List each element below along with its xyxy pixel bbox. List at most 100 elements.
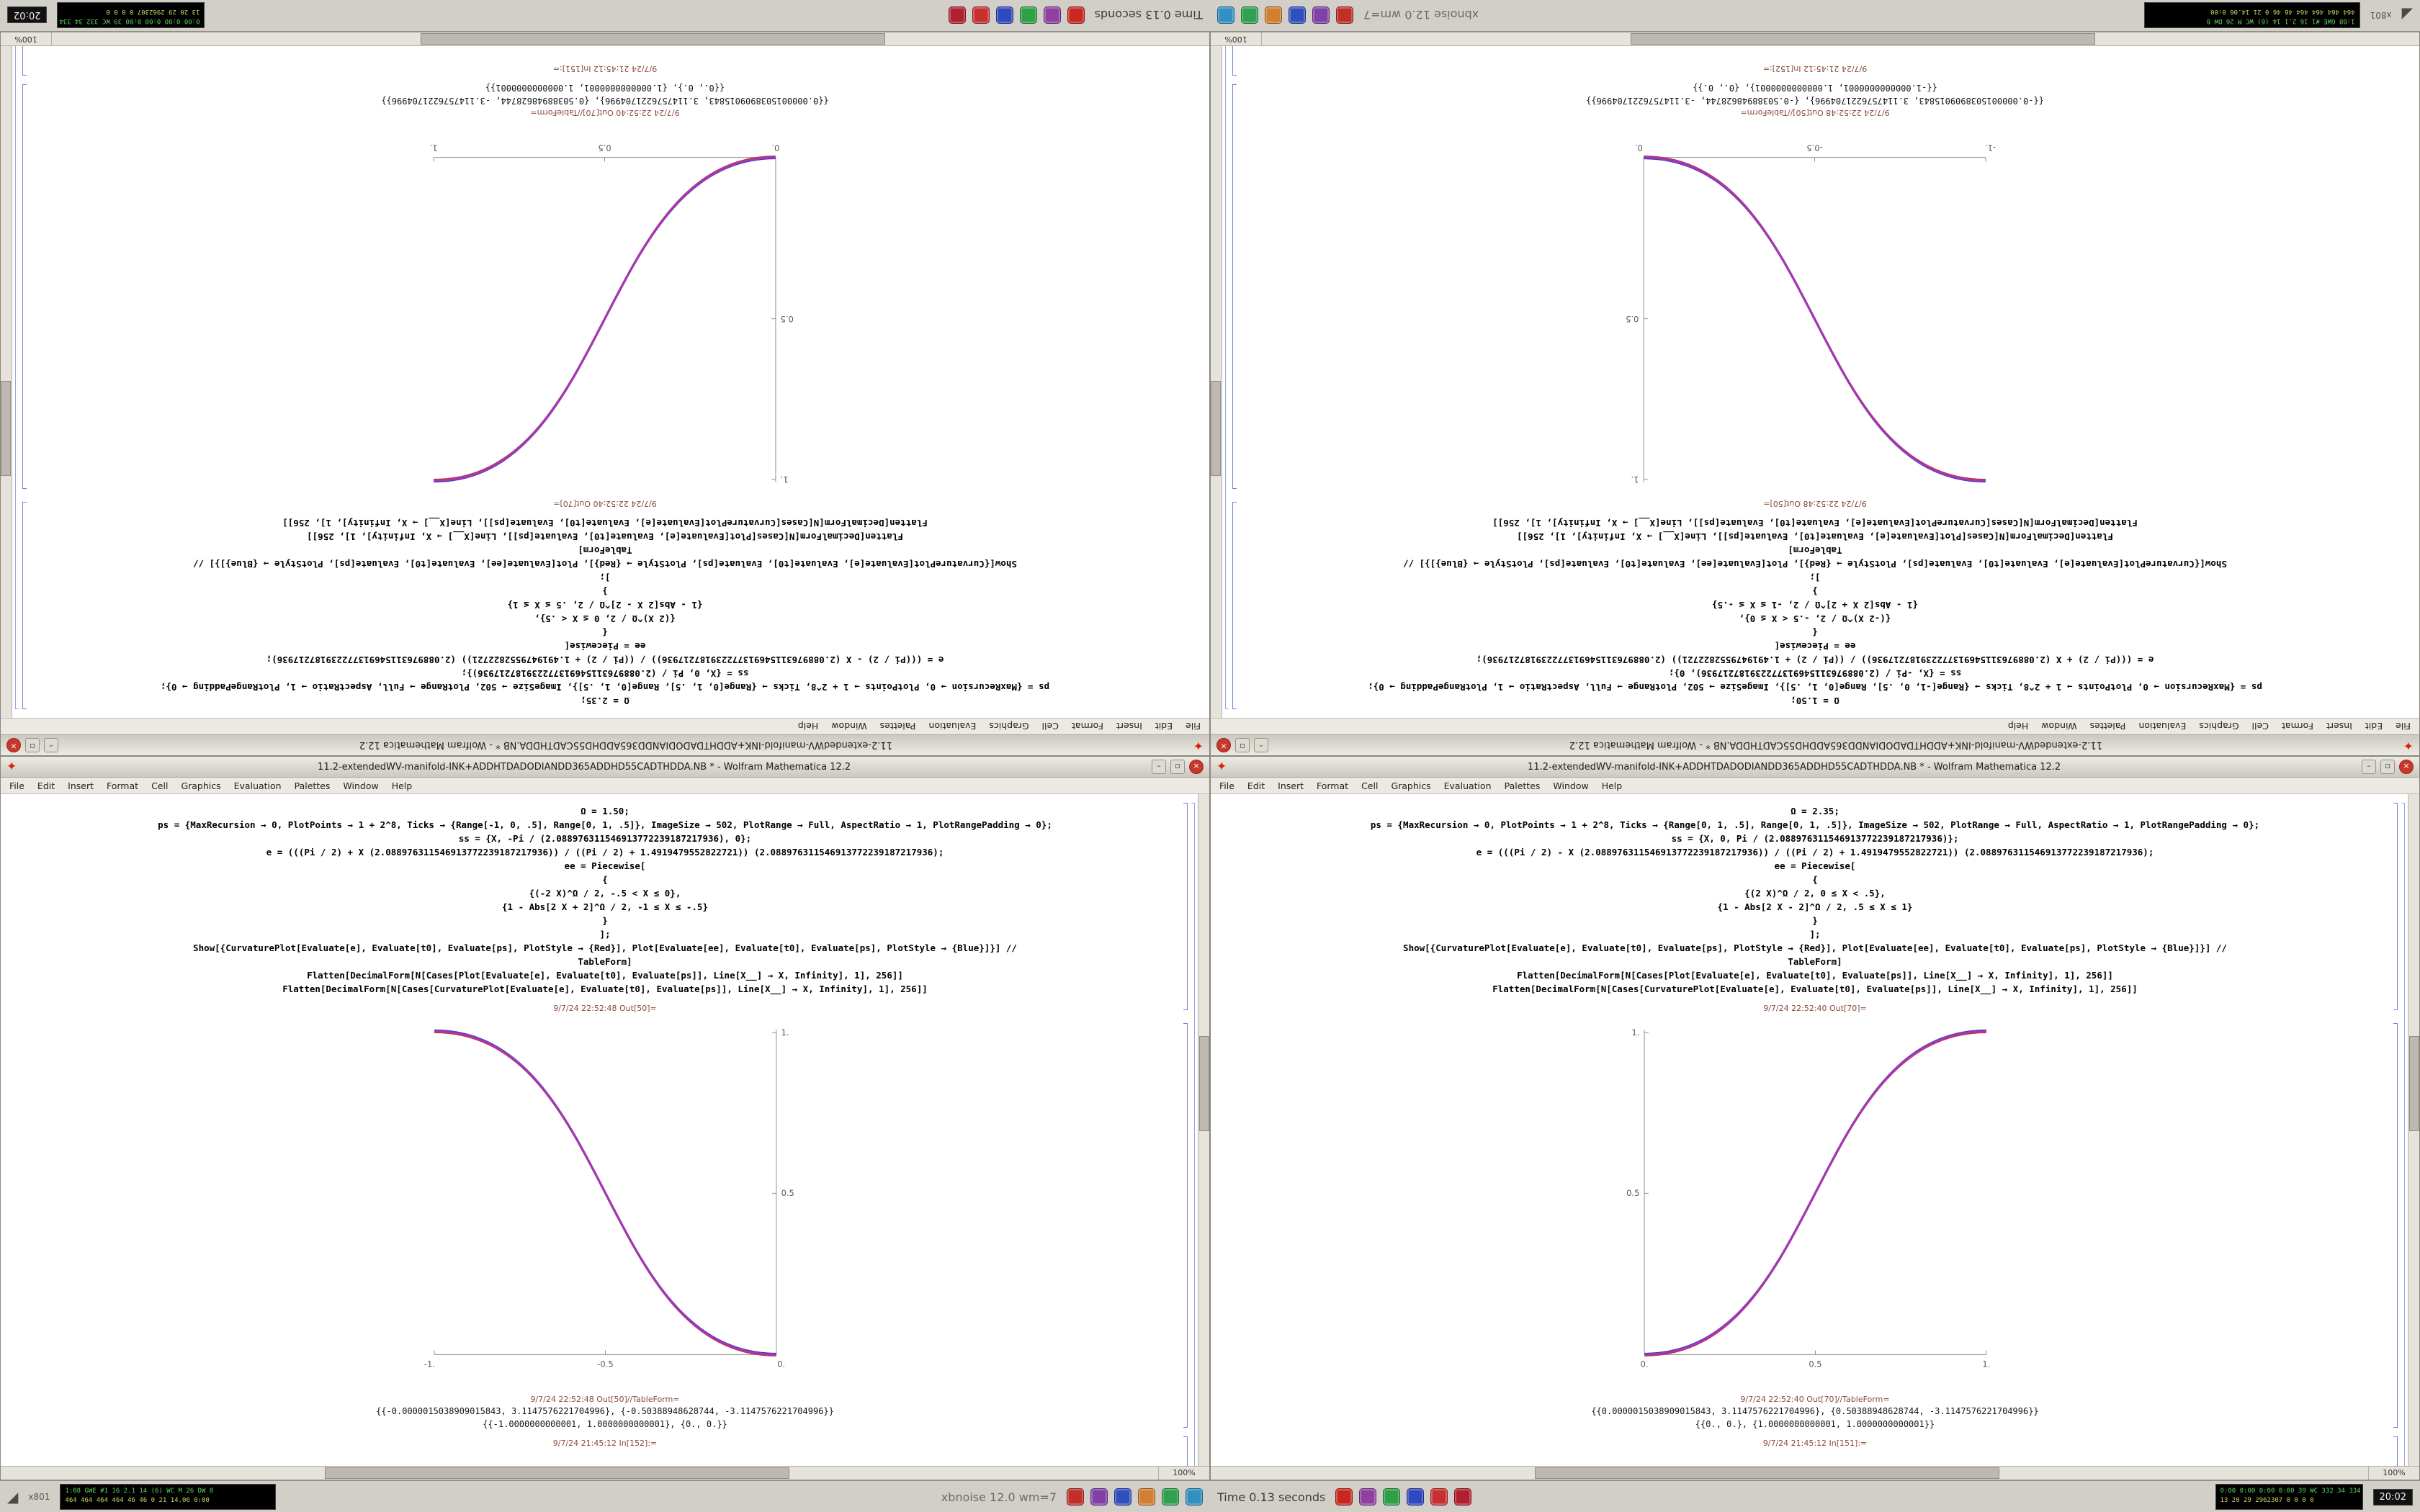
vertical-scrollbar-thumb[interactable] (1199, 1035, 1209, 1131)
cell-bracket[interactable] (22, 46, 27, 76)
vertical-scrollbar-thumb[interactable] (2409, 1035, 2419, 1131)
maximize-button[interactable]: ▫ (25, 738, 40, 752)
app-green2-icon[interactable] (1019, 6, 1037, 24)
app-green2-icon[interactable] (1383, 1488, 1401, 1506)
input-cell[interactable]: Ω = 2.35; ps = {MaxRecursion → 0, PlotPoi… (1211, 794, 2419, 996)
minimize-button[interactable]: – (1152, 760, 1166, 774)
vertical-scrollbar-thumb[interactable] (1, 381, 11, 477)
cell-group-bracket[interactable] (15, 46, 19, 709)
menu-cell[interactable]: Cell (1041, 721, 1059, 732)
app-green-icon[interactable] (1241, 6, 1258, 24)
input-cell[interactable]: Ω = 1.50; ps = {MaxRecursion → 0, PlotPoi… (1, 794, 1209, 996)
menu-evaluation[interactable]: Evaluation (1443, 780, 1492, 791)
taskbar-window-button[interactable]: xbnoise 12.0 wm=7 (941, 1490, 1057, 1504)
menu-edit[interactable]: Edit (2365, 721, 2383, 732)
menu-graphics[interactable]: Graphics (2199, 721, 2239, 732)
app-green-icon[interactable] (1162, 1488, 1179, 1506)
cell-bracket[interactable] (22, 502, 27, 709)
cell-bracket[interactable] (1183, 1436, 1188, 1466)
cell-bracket[interactable] (2393, 1436, 2398, 1466)
menu-cell[interactable]: Cell (1361, 780, 1379, 791)
vertical-scrollbar-thumb[interactable] (1211, 381, 1221, 477)
zoom-control[interactable]: 100% (2368, 1467, 2419, 1480)
menu-evaluation[interactable]: Evaluation (2138, 721, 2187, 732)
zoom-control[interactable]: 100% (1158, 1467, 1209, 1480)
menu-window[interactable]: Window (831, 721, 867, 732)
taskbar-window-button[interactable]: xbnoise 12.0 wm=7 (1363, 8, 1479, 22)
horizontal-scrollbar[interactable] (52, 32, 1209, 45)
app-red2-icon[interactable] (972, 6, 990, 24)
menu-help[interactable]: Help (797, 721, 819, 732)
cell-bracket[interactable] (1183, 803, 1188, 1010)
app-red-icon[interactable] (1336, 6, 1353, 24)
horizontal-scrollbar[interactable] (1262, 32, 2419, 45)
menu-palettes[interactable]: Palettes (2089, 721, 2126, 732)
cell-bracket[interactable] (1183, 1023, 1188, 1428)
menu-file[interactable]: File (1186, 721, 1201, 732)
cell-bracket[interactable] (1232, 502, 1237, 709)
cell-group-bracket[interactable] (1225, 46, 1229, 709)
zoom-control[interactable]: 100% (1, 32, 52, 45)
titlebar[interactable]: ✦ 11.2-extendedWV-manifold-INK+ADDHTDADO… (1211, 757, 2419, 778)
close-button[interactable]: × (2399, 760, 2414, 774)
menu-graphics[interactable]: Graphics (989, 721, 1029, 732)
vertical-scrollbar[interactable] (1, 46, 12, 718)
close-button[interactable]: × (6, 738, 21, 752)
menu-format[interactable]: Format (107, 780, 139, 791)
app-close-red-icon[interactable] (1067, 6, 1085, 24)
app-teal-icon[interactable] (1186, 1488, 1203, 1506)
notebook-area[interactable]: Ω = 2.35; ps = {MaxRecursion → 0, PlotPoi… (1211, 794, 2419, 1466)
menu-evaluation[interactable]: Evaluation (928, 721, 977, 732)
app-purple-icon[interactable] (1090, 1488, 1108, 1506)
zoom-control[interactable]: 100% (1211, 32, 1262, 45)
menu-cell[interactable]: Cell (151, 780, 169, 791)
vertical-scrollbar[interactable] (1211, 46, 1222, 718)
titlebar[interactable]: ✦ 11.2-extendedWV-manifold-INK+ADDHTDADO… (1, 757, 1209, 778)
cell-group-bracket[interactable] (1191, 803, 1195, 1466)
horizontal-scrollbar-thumb[interactable] (324, 1467, 789, 1479)
show-desktop-triangle-icon[interactable]: ◢ (2401, 6, 2413, 24)
minimize-button[interactable]: – (1254, 738, 1268, 752)
menu-palettes[interactable]: Palettes (879, 721, 916, 732)
app-crimson-icon[interactable] (1454, 1488, 1472, 1506)
maximize-button[interactable]: ▫ (2380, 760, 2395, 774)
app-blue-icon[interactable] (1114, 1488, 1131, 1506)
minimize-button[interactable]: – (2362, 760, 2376, 774)
menu-insert[interactable]: Insert (1116, 721, 1142, 732)
system-monitor-terminal-left[interactable]: 1:08 GWE #1 16 2.1 14 (6) WC M 26 DW 8 46… (60, 1484, 277, 1510)
menu-palettes[interactable]: Palettes (294, 780, 331, 791)
notebook-area[interactable]: Ω = 1.50; ps = {MaxRecursion → 0, PlotPoi… (1211, 46, 2419, 718)
input-cell[interactable]: Ω = 1.50; ps = {MaxRecursion → 0, PlotPoi… (1211, 516, 2419, 718)
cell-bracket[interactable] (2393, 1023, 2398, 1428)
system-monitor-terminal-right[interactable]: 0:00 0:00 0:00 0:00 39 WC 332 34 334 332… (57, 2, 205, 28)
menu-window[interactable]: Window (2041, 721, 2077, 732)
titlebar[interactable]: ✦ 11.2-extendedWV-manifold-INK+ADDHTDADO… (1211, 734, 2419, 755)
menu-file[interactable]: File (9, 780, 24, 791)
menu-insert[interactable]: Insert (1278, 780, 1304, 791)
menu-graphics[interactable]: Graphics (181, 780, 221, 791)
menu-edit[interactable]: Edit (37, 780, 55, 791)
close-button[interactable]: × (1216, 738, 1231, 752)
horizontal-scrollbar-thumb[interactable] (421, 33, 886, 45)
titlebar[interactable]: ✦ 11.2-extendedWV-manifold-INK+ADDHTDADO… (1, 734, 1209, 755)
app-red-icon[interactable] (1067, 1488, 1084, 1506)
menu-edit[interactable]: Edit (1247, 780, 1265, 791)
horizontal-scrollbar[interactable] (1211, 1467, 2368, 1480)
minimize-button[interactable]: – (44, 738, 58, 752)
menu-format[interactable]: Format (1317, 780, 1349, 791)
cell-bracket[interactable] (1232, 46, 1237, 76)
app-close-red-icon[interactable] (1335, 1488, 1353, 1506)
notebook-area[interactable]: Ω = 2.35; ps = {MaxRecursion → 0, PlotPoi… (1, 46, 1209, 718)
app-blue-icon[interactable] (1289, 6, 1306, 24)
menu-window[interactable]: Window (1553, 780, 1589, 791)
horizontal-scrollbar-thumb[interactable] (1534, 1467, 1999, 1479)
menu-edit[interactable]: Edit (1155, 721, 1173, 732)
cell-bracket[interactable] (2393, 803, 2398, 1010)
app-orange-icon[interactable] (1138, 1488, 1155, 1506)
app-blue2-icon[interactable] (1407, 1488, 1425, 1506)
horizontal-scrollbar[interactable] (1, 1467, 1158, 1480)
menu-file[interactable]: File (1219, 780, 1234, 791)
menu-palettes[interactable]: Palettes (1504, 780, 1541, 791)
app-orange-icon[interactable] (1265, 6, 1282, 24)
menu-insert[interactable]: Insert (68, 780, 94, 791)
